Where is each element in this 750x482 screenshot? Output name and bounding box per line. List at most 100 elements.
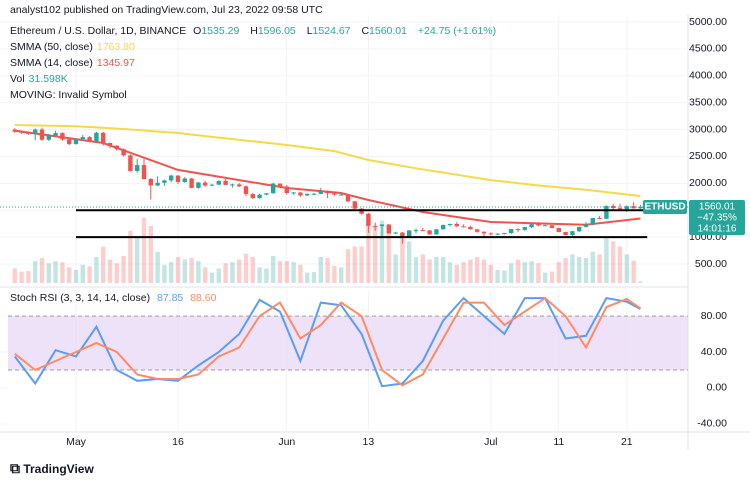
candle-body bbox=[502, 233, 507, 235]
x-tick-label: 11 bbox=[553, 436, 564, 448]
volume-bar bbox=[366, 215, 371, 283]
volume-bar bbox=[332, 265, 337, 283]
volume-bar bbox=[597, 254, 602, 283]
volume-bar bbox=[216, 268, 221, 283]
volume-bar bbox=[87, 266, 92, 283]
volume-bar bbox=[570, 254, 575, 283]
volume-bar bbox=[359, 246, 364, 283]
candle-body bbox=[468, 226, 473, 230]
candle-body bbox=[379, 224, 385, 227]
y-tick-label: -40.00 bbox=[697, 418, 727, 430]
candle-body bbox=[94, 132, 99, 142]
y-tick-label: 2000.00 bbox=[689, 177, 727, 189]
volume-bar bbox=[434, 257, 439, 283]
volume-bar bbox=[373, 225, 378, 283]
volume-bar bbox=[590, 251, 595, 283]
candle-body bbox=[556, 227, 561, 233]
candle-body bbox=[257, 194, 262, 199]
volume-bar bbox=[189, 258, 194, 283]
volume-bar bbox=[488, 264, 493, 283]
price-legend: Ethereum / U.S. Dollar, 1D, BINANCE O153… bbox=[10, 23, 500, 103]
volume-bar bbox=[475, 257, 480, 283]
volume-bar bbox=[209, 272, 215, 283]
candle-body bbox=[189, 178, 194, 188]
volume-bar bbox=[135, 236, 140, 283]
volume-bar bbox=[345, 249, 351, 283]
volume-bar bbox=[631, 260, 636, 283]
volume-bar bbox=[19, 271, 24, 283]
volume-bar bbox=[352, 246, 357, 283]
candle-body bbox=[352, 201, 357, 209]
volume-bar bbox=[509, 263, 514, 283]
candle-body bbox=[386, 224, 391, 234]
volume-bar bbox=[128, 231, 133, 283]
volume-bar bbox=[196, 261, 201, 283]
volume-bar bbox=[243, 253, 249, 283]
volume-bar bbox=[230, 262, 235, 283]
candle-body bbox=[203, 182, 208, 186]
candle-body bbox=[590, 218, 595, 225]
volume-bar bbox=[611, 241, 616, 283]
candle-body bbox=[509, 229, 514, 234]
candle-body bbox=[481, 231, 487, 234]
volume-bar bbox=[447, 262, 453, 283]
volume-name: Vol bbox=[10, 73, 25, 85]
volume-bar bbox=[101, 246, 106, 283]
candle-body bbox=[325, 190, 330, 194]
candle-body bbox=[577, 226, 582, 232]
candle-body bbox=[339, 194, 344, 196]
candle-body bbox=[175, 175, 181, 182]
candle-body bbox=[529, 224, 534, 228]
footer-logo: ⧉ TradingView bbox=[10, 460, 94, 476]
series-line bbox=[14, 296, 641, 388]
y-tick-label: 80.00 bbox=[701, 310, 727, 322]
volume-bar bbox=[461, 262, 466, 283]
logo-text: TradingView bbox=[23, 462, 94, 476]
volume-bar bbox=[223, 263, 228, 283]
volume-bar bbox=[60, 262, 65, 283]
x-tick-label: May bbox=[66, 436, 87, 448]
price-tag-change: −47.35% bbox=[697, 213, 737, 224]
candle-body bbox=[373, 225, 378, 227]
volume-bar bbox=[441, 257, 446, 283]
candle-body bbox=[33, 129, 38, 134]
candle-body bbox=[26, 132, 31, 134]
volume-bar bbox=[393, 254, 398, 283]
overlay-line bbox=[14, 129, 641, 226]
volume-bar bbox=[12, 268, 17, 283]
volume-bar bbox=[481, 259, 487, 283]
candle-body bbox=[407, 230, 412, 238]
symbol-title: Ethereum / U.S. Dollar, 1D, BINANCE bbox=[10, 25, 187, 37]
y-tick-label: 500.00 bbox=[695, 258, 727, 270]
candle-body bbox=[447, 223, 453, 226]
indicator-title: Stoch RSI (3, 3, 14, 14, close) bbox=[10, 292, 151, 304]
volume-bar bbox=[407, 241, 412, 283]
volume-bar bbox=[420, 254, 425, 283]
volume-bar bbox=[53, 261, 58, 283]
candle-body bbox=[243, 186, 249, 195]
candle-body bbox=[46, 135, 51, 140]
ohlc-label: H bbox=[250, 25, 258, 37]
candle-body bbox=[536, 224, 541, 226]
candle-body bbox=[182, 178, 187, 182]
candle-body bbox=[107, 143, 113, 146]
volume-bar bbox=[536, 263, 541, 283]
volume-bar bbox=[379, 220, 385, 283]
candle-body bbox=[298, 192, 303, 196]
candle-body bbox=[318, 190, 323, 194]
candle-body bbox=[53, 133, 58, 136]
volume-bar bbox=[318, 257, 323, 283]
candle-body bbox=[638, 207, 643, 209]
candle-body bbox=[543, 225, 548, 227]
volume-bar bbox=[237, 259, 242, 283]
candle-body bbox=[597, 218, 602, 220]
y-tick-label: 4000.00 bbox=[689, 70, 727, 82]
legend-row: SMMA (50, close) 1763.80 bbox=[10, 39, 500, 55]
candle-body bbox=[311, 193, 317, 195]
volume-bar bbox=[264, 268, 269, 283]
volume-bar bbox=[250, 257, 255, 283]
volume-bar bbox=[305, 272, 310, 283]
candle-body bbox=[196, 182, 201, 188]
candle-body bbox=[515, 229, 521, 231]
